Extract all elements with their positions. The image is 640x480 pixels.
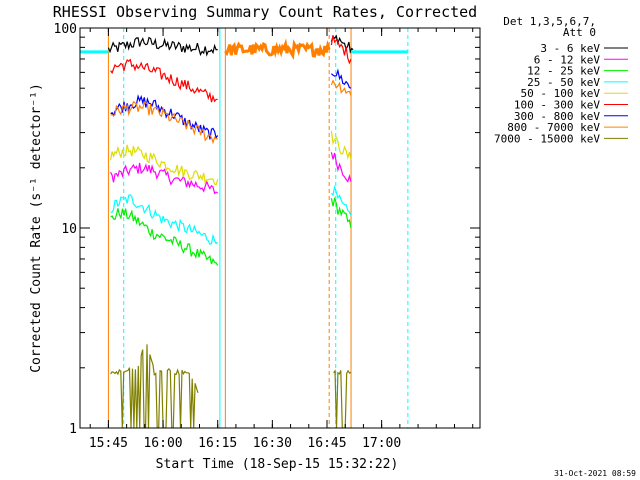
series-800-7000-kev-0 <box>110 100 218 145</box>
series-7000-15000-kev-1 <box>333 369 352 428</box>
legend-label-800-7000-kev: 800 - 7000 keV <box>507 121 600 134</box>
chart-title: RHESSI Observing Summary Count Rates, Co… <box>53 3 477 21</box>
series-3-6-kev-0 <box>107 36 218 57</box>
x-tick-label: 16:00 <box>143 436 182 451</box>
y-axis-label: Corrected Count Rate (s⁻¹ detector⁻¹) <box>29 83 44 373</box>
series-3-6-kev-1 <box>330 34 354 54</box>
series-12-25-kev-1 <box>330 196 352 229</box>
x-axis-label: Start Time (18-Sep-15 15:32:22) <box>156 457 399 472</box>
legend-label-7000-15000-kev: 7000 - 15000 keV <box>494 132 600 145</box>
legend-label-50-100-kev: 50 - 100 keV <box>521 87 601 100</box>
legend-label-3-6-kev: 3 - 6 keV <box>540 42 600 55</box>
series-6-12-kev-1 <box>330 152 352 183</box>
legend-header: Det 1,3,5,6,7, <box>503 15 596 28</box>
series-300-800-kev-1 <box>330 68 352 89</box>
legend-label-100-300-kev: 100 - 300 keV <box>514 99 600 112</box>
series-6-12-kev-0 <box>110 162 218 195</box>
x-axis-ticks: 15:45 16:00 16:15 16:30 16:45 17:00 <box>89 28 474 451</box>
legend-label-25-50-kev: 25 - 50 keV <box>527 76 600 89</box>
legend-label-12-25-kev: 12 - 25 keV <box>527 65 600 78</box>
legend-label-300-800-kev: 300 - 800 keV <box>514 110 600 123</box>
x-tick-label: 15:45 <box>89 436 128 451</box>
series-50-100-kev-0 <box>110 144 219 186</box>
series-100-300-kev-1 <box>330 35 352 65</box>
series-100-300-kev-0 <box>110 58 218 103</box>
x-tick-label: 17:00 <box>362 436 401 451</box>
series-800-7000-kev-2 <box>330 79 352 96</box>
series-lines <box>80 34 408 428</box>
series-25-50-kev-1 <box>330 184 352 217</box>
x-tick-label: 16:30 <box>253 436 292 451</box>
series-50-100-kev-1 <box>330 130 352 160</box>
y-tick-label: 100 <box>54 22 77 37</box>
time-markers <box>80 28 409 428</box>
x-tick-label: 16:45 <box>307 436 346 451</box>
series-12-25-kev-0 <box>110 208 219 266</box>
series-7000-15000-kev-0 <box>110 344 199 428</box>
series-25-50-kev-0 <box>110 194 219 245</box>
y-axis-ticks: 1 10 100 <box>54 22 480 437</box>
legend-label-6-12-kev: 6 - 12 keV <box>534 53 601 66</box>
timestamp: 31-Oct-2021 08:59 <box>554 469 636 478</box>
y-tick-label: 1 <box>69 422 77 437</box>
y-tick-label: 10 <box>61 222 77 237</box>
x-tick-label: 16:15 <box>198 436 237 451</box>
legend-header: Att 0 <box>563 26 596 39</box>
series-800-7000-kev-1 <box>224 38 331 61</box>
